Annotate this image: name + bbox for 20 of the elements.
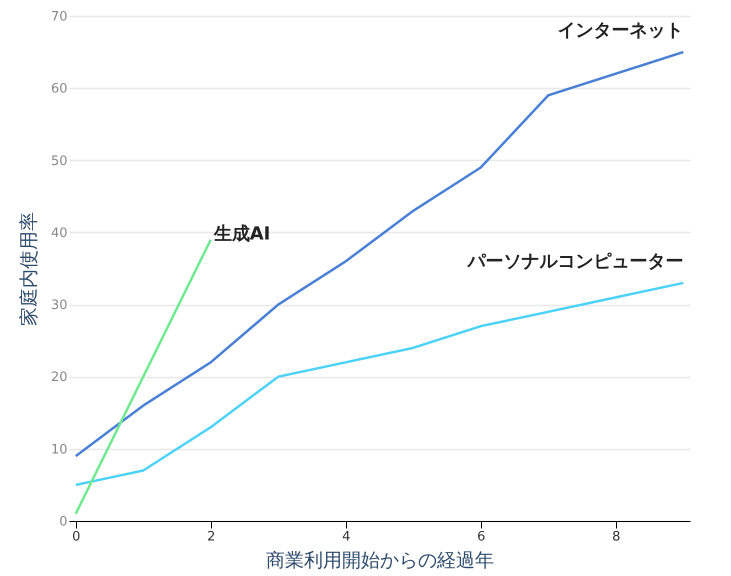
y-axis-title: 家庭内使用率: [18, 212, 40, 326]
y-tick-label: 0: [59, 514, 68, 530]
y-tick-label: 10: [50, 442, 68, 458]
y-tick-label: 60: [50, 82, 68, 97]
y-tick-label: 50: [50, 154, 68, 169]
y-tick-label: 20: [50, 370, 68, 386]
y-tick-label: 70: [50, 10, 68, 24]
x-tick-label: 0: [72, 530, 80, 544]
x-tick-label: 6: [477, 530, 486, 544]
line-series: [74, 282, 684, 486]
line-series: [74, 50, 684, 458]
x-axis-title: 商業利用開始からの経過年: [266, 550, 494, 572]
series-label: 生成AI: [212, 224, 270, 245]
x-tick-label: 4: [342, 530, 350, 544]
x-tick-label: 2: [207, 530, 216, 544]
y-tick-label: 30: [50, 298, 68, 314]
x-tick-label: 8: [612, 530, 620, 544]
series-label: パーソナルコンピューター: [466, 250, 684, 272]
y-tick-label: 40: [50, 226, 68, 241]
series-label: インターネット: [557, 20, 684, 42]
